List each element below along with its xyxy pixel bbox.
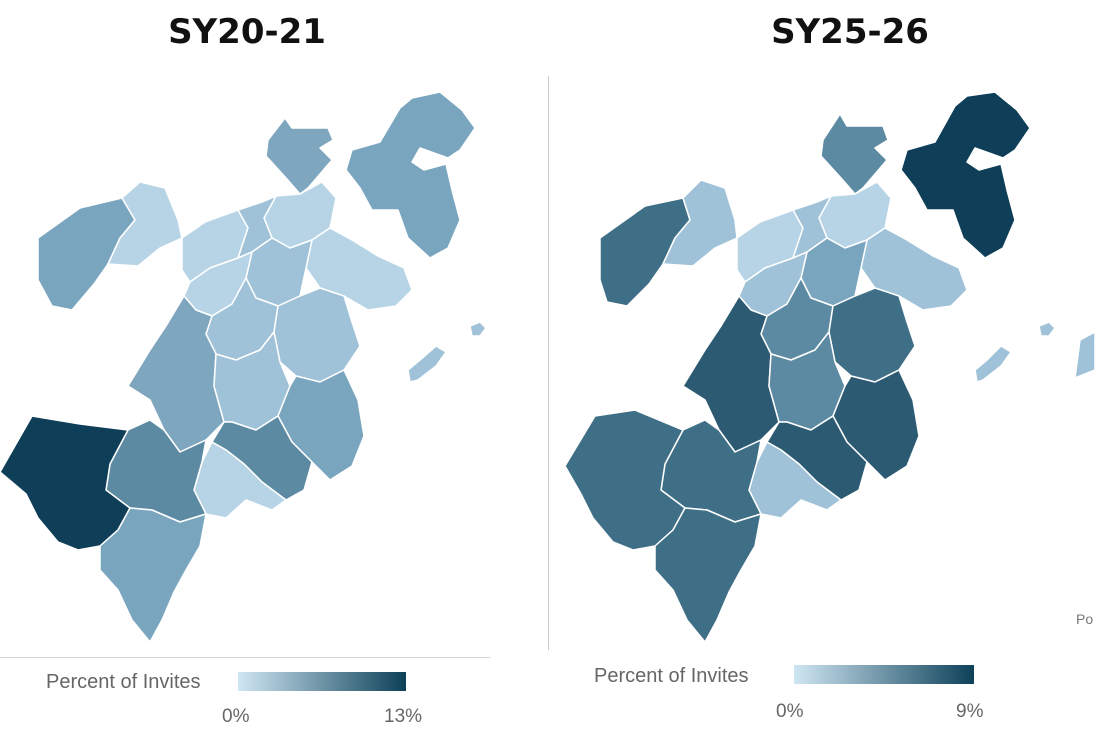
legend-min-label-sy25-26: 0% — [776, 701, 804, 722]
harbor-island-2 — [1038, 321, 1056, 337]
district-dorchester-north — [828, 287, 916, 383]
legend-min-label-sy20-21: 0% — [222, 706, 250, 727]
panel-title-sy20-21: SY20-21 — [168, 12, 326, 52]
choropleth-map-sy25-26 — [564, 91, 1096, 643]
legend-title-sy20-21: Percent of Invites — [46, 671, 201, 693]
district-fenway — [662, 179, 738, 267]
district-fenway — [107, 181, 183, 267]
panel-divider — [548, 76, 549, 650]
cropped-watermark-text: Po — [1076, 611, 1094, 627]
legend-gradient-bar-sy25-26 — [794, 665, 974, 684]
legend-gradient-bar-sy20-21 — [238, 672, 406, 691]
choropleth-map-sy20-21 — [0, 91, 487, 643]
district-east-boston — [900, 91, 1031, 259]
district-hyde-park — [99, 507, 207, 643]
harbor-island-3 — [1074, 331, 1096, 379]
harbor-island-2 — [469, 321, 487, 337]
district-south-boston — [305, 227, 413, 311]
district-east-boston — [345, 91, 476, 259]
district-charlestown — [265, 117, 334, 195]
panel-title-sy25-26: SY25-26 — [771, 12, 929, 52]
legend-divider — [0, 657, 490, 658]
harbor-island-1 — [407, 345, 447, 383]
district-dorchester-north — [273, 287, 361, 383]
district-charlestown — [820, 113, 889, 195]
legend-title-sy25-26: Percent of Invites — [594, 665, 749, 687]
harbor-island-1 — [974, 345, 1012, 383]
district-south-boston — [860, 227, 968, 311]
legend-max-label-sy25-26: 9% — [956, 701, 984, 722]
legend-max-label-sy20-21: 13% — [384, 706, 423, 727]
district-hyde-park — [654, 507, 762, 643]
